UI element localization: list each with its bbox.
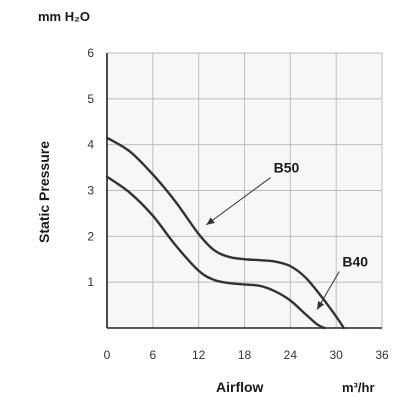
y-tick-label-3: 3 — [87, 184, 94, 198]
x-tick-label-0: 0 — [104, 348, 111, 362]
series-lines — [105, 136, 346, 330]
y-tick-label-2: 2 — [87, 229, 94, 243]
y-tick-label-6: 6 — [87, 46, 94, 60]
x-axis-label: Airflow — [216, 379, 264, 395]
label-b50: B50 — [274, 160, 300, 176]
x-tick-label-18: 18 — [238, 348, 252, 362]
label-b40: B40 — [342, 254, 368, 270]
x-tick-label-24: 24 — [284, 348, 298, 362]
arrow-b50 — [206, 177, 271, 226]
y-tick-label-1: 1 — [87, 275, 94, 289]
arrowhead-b40 — [317, 300, 325, 310]
y-tick-label-4: 4 — [87, 138, 94, 152]
x-tick-label-12: 12 — [192, 348, 206, 362]
x-axis-unit: m³/hr — [342, 380, 375, 395]
y-axis-unit: mm H₂O — [38, 9, 90, 24]
annotations: B50 B40 — [206, 160, 368, 310]
x-tick-label-30: 30 — [329, 348, 343, 362]
y-tick-label-5: 5 — [87, 92, 94, 106]
series-line-b40 — [105, 175, 326, 330]
grid — [106, 52, 383, 329]
x-tick-label-36: 36 — [375, 348, 389, 362]
x-tick-label-6: 6 — [149, 348, 156, 362]
y-axis-label: Static Pressure — [36, 141, 52, 243]
series-line-b50 — [105, 136, 346, 330]
arrowhead-b50 — [206, 217, 215, 225]
